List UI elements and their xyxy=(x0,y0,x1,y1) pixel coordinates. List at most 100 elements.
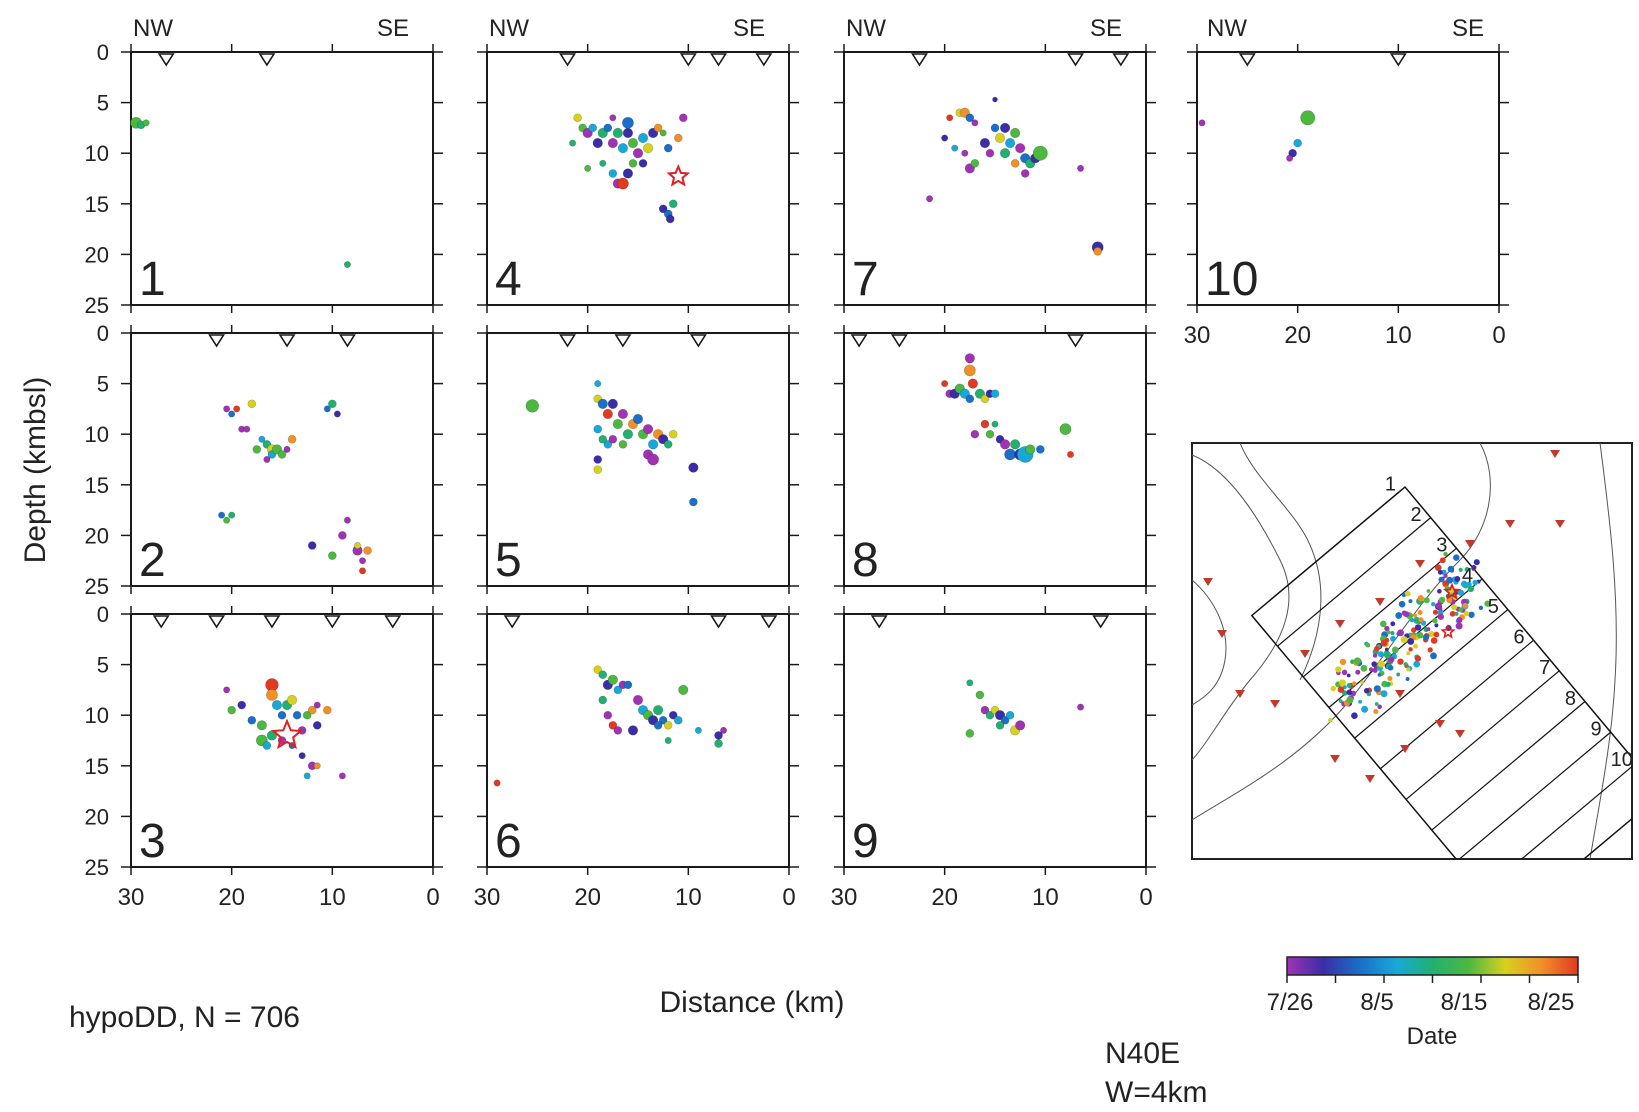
event-point xyxy=(985,429,995,439)
map-epicenter xyxy=(1462,603,1469,609)
colorbar-swatch xyxy=(1286,956,1579,976)
event-point xyxy=(714,731,723,740)
map-epicenter xyxy=(1401,610,1407,616)
x-axis-label: Distance (km) xyxy=(659,986,844,1019)
map-station xyxy=(1465,540,1475,548)
event-point xyxy=(286,694,298,706)
map-section-number: 10 xyxy=(1611,749,1633,771)
map-epicenter xyxy=(1471,564,1477,571)
event-point xyxy=(277,710,287,720)
event-point xyxy=(632,694,644,706)
map-epicenter xyxy=(1390,621,1396,627)
x-tick-label: 30 xyxy=(474,884,501,911)
map-epicenter xyxy=(1451,604,1458,611)
event-point xyxy=(307,541,317,550)
event-point xyxy=(1077,703,1085,711)
map-mainshock-star xyxy=(1443,582,1461,600)
map-epicenter xyxy=(1434,623,1439,628)
event-point xyxy=(990,123,1000,133)
x-tick-label: 30 xyxy=(831,884,858,911)
event-point xyxy=(1286,154,1294,162)
map-epicenter xyxy=(1434,564,1442,572)
date-colorbar: 7/26 8/5 8/15 8/25 Date xyxy=(1267,956,1579,1050)
map-epicenter xyxy=(1413,616,1421,624)
event-point xyxy=(602,408,613,420)
map-epicenter xyxy=(1413,643,1418,649)
map-epicenter xyxy=(1373,685,1381,693)
map-content xyxy=(1192,443,1632,859)
direction-label-nw: NW xyxy=(1207,15,1247,42)
x-tick-label: 0 xyxy=(782,884,795,911)
event-point xyxy=(493,779,501,787)
event-point xyxy=(946,114,954,122)
map-station xyxy=(1300,650,1310,658)
map-epicenter xyxy=(1413,613,1418,618)
map-epicenter xyxy=(1387,656,1395,663)
section-divider xyxy=(1328,578,1483,708)
event-point xyxy=(663,143,673,153)
event-point xyxy=(628,159,638,168)
event-point xyxy=(999,439,1011,450)
event-point xyxy=(603,710,613,720)
event-point xyxy=(979,137,991,149)
station-marker xyxy=(1067,53,1084,67)
event-point xyxy=(971,119,979,127)
map-epicenter xyxy=(1432,617,1438,624)
event-point xyxy=(233,405,241,413)
station-marker xyxy=(1092,615,1110,629)
event-point xyxy=(627,137,639,149)
station-marker xyxy=(760,615,778,629)
station-marker xyxy=(503,615,521,629)
event-point xyxy=(609,114,617,122)
event-point xyxy=(990,389,1000,399)
event-point xyxy=(966,679,974,687)
map-epicenter xyxy=(1403,662,1408,667)
x-tick-label: 20 xyxy=(574,884,601,911)
map-epicenter xyxy=(1438,596,1446,604)
event-point xyxy=(266,689,278,701)
event-point xyxy=(980,419,990,429)
map-epicenter xyxy=(1478,605,1484,611)
map-epicenter xyxy=(1372,653,1378,658)
map-epicenter xyxy=(1328,718,1333,723)
map-epicenter xyxy=(1433,631,1440,638)
panel-number: 1 xyxy=(139,253,166,306)
event-point xyxy=(312,721,322,730)
panel-number: 7 xyxy=(852,253,879,306)
map-epicenter xyxy=(1406,667,1411,672)
panel-4: 4 xyxy=(477,44,799,313)
event-point xyxy=(359,567,367,575)
station-marker xyxy=(1238,53,1256,67)
map-epicenter xyxy=(1378,662,1383,666)
map-epicenter xyxy=(1484,600,1491,607)
event-point xyxy=(1067,450,1075,458)
map-station xyxy=(1395,690,1405,698)
event-point xyxy=(597,398,608,409)
map-epicenter xyxy=(1380,690,1388,698)
event-point xyxy=(303,772,311,780)
event-point xyxy=(965,113,975,123)
map-epicenter xyxy=(1411,627,1417,633)
event-point xyxy=(328,551,337,560)
event-point xyxy=(673,133,683,143)
colorbar-tick-label: 8/25 xyxy=(1528,989,1575,1016)
map-section-number: 9 xyxy=(1591,719,1602,741)
station-marker xyxy=(152,615,170,629)
event-point xyxy=(223,686,231,694)
map-epicenter xyxy=(1464,567,1470,572)
panel-7: 7 xyxy=(834,44,1156,313)
event-point xyxy=(642,424,654,435)
event-point xyxy=(963,364,976,377)
event-point xyxy=(653,123,663,133)
direction-label-se: SE xyxy=(377,15,409,42)
map-epicenter xyxy=(1360,664,1368,672)
map-epicenter xyxy=(1372,668,1378,673)
map-epicenter xyxy=(1396,672,1401,677)
map-epicenter xyxy=(1346,689,1353,696)
station-marker xyxy=(263,615,281,629)
event-point xyxy=(227,705,236,715)
event-point xyxy=(665,214,675,224)
event-point xyxy=(608,721,618,730)
